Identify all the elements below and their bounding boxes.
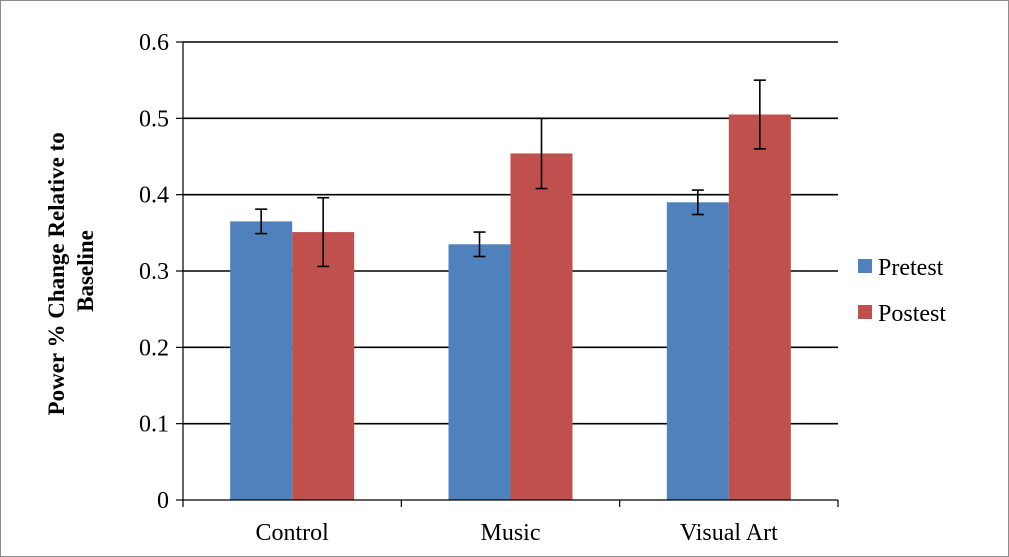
y-tick-label-4: 0.4	[139, 183, 169, 209]
legend-swatch-pretest	[858, 259, 872, 273]
y-tick-label-6: 0.6	[139, 30, 169, 56]
x-tick-label-music: Music	[481, 520, 541, 546]
axes: 0 0.1 0.2 0.3 0.4 0.5 0.6 Control Music Visual Ar…	[139, 30, 839, 546]
legend-label-pretest: Pretest	[878, 255, 944, 281]
bars	[230, 114, 791, 501]
bar-pretest-visual-art	[666, 202, 729, 501]
bar-pretest-control	[230, 221, 293, 500]
y-tick-label-3: 0.3	[139, 259, 169, 285]
y-axis-label: Power % Change Relative to Baseline	[44, 127, 98, 416]
y-tick-label-5: 0.5	[139, 106, 169, 132]
y-tick-label-1: 0.1	[139, 412, 169, 438]
legend-swatch-postest	[858, 305, 872, 319]
y-axis-label-line-1: Power % Change Relative to	[44, 132, 69, 415]
y-axis-label-line-2: Baseline	[73, 230, 98, 312]
y-tick-label-2: 0.2	[139, 335, 169, 361]
y-tick-label-0: 0	[157, 488, 169, 514]
bar-postest-visual-art	[728, 114, 791, 501]
x-tick-label-control: Control	[255, 520, 329, 546]
bar-postest-control	[292, 232, 355, 500]
bar-pretest-music	[448, 244, 511, 500]
legend-label-postest: Postest	[878, 301, 946, 327]
error-bars	[255, 79, 766, 268]
x-tick-label-visual-art: Visual Art	[680, 520, 778, 546]
bar-postest-music	[510, 153, 573, 501]
legend: Pretest Postest	[858, 255, 946, 327]
